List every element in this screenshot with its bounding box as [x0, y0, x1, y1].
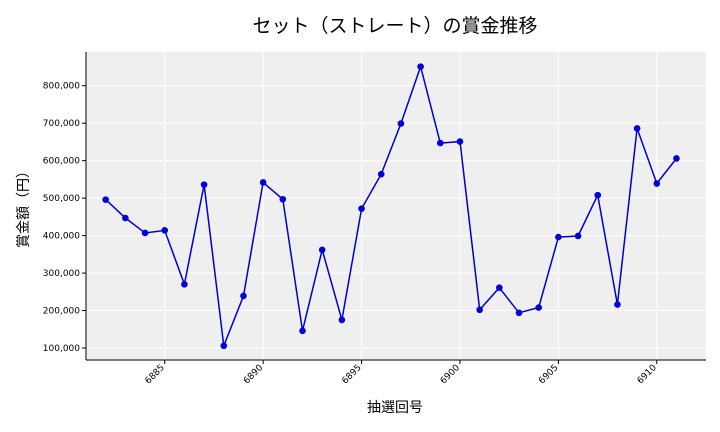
data-point — [259, 179, 267, 186]
y-tick-label: 600,000 — [43, 157, 80, 167]
x-tick-label: 6905 — [537, 363, 560, 386]
data-point — [240, 292, 247, 300]
chart-title: セット（ストレート）の賞金推移 — [252, 15, 537, 37]
data-point — [555, 233, 562, 241]
y-tick-label: 800,000 — [43, 82, 80, 92]
data-points — [102, 63, 680, 350]
x-tick-label: 6890 — [242, 363, 265, 386]
y-tick-label: 700,000 — [43, 119, 80, 129]
data-point — [299, 327, 306, 335]
x-tick-label: 6900 — [439, 363, 462, 386]
data-point — [377, 170, 385, 178]
data-point — [673, 155, 680, 162]
y-axis-ticks: 100,000 200,000 300,000 400,000 500,000 600,0… — [43, 82, 86, 354]
x-axis-label: 抽選回号 — [367, 400, 423, 416]
data-point — [161, 227, 169, 234]
data-point — [141, 229, 149, 237]
data-point — [318, 246, 326, 254]
data-point — [397, 120, 405, 127]
data-point — [574, 232, 582, 240]
y-tick-label: 500,000 — [43, 194, 80, 204]
x-tick-label: 6885 — [144, 363, 167, 386]
data-point — [436, 139, 444, 147]
plot-area — [86, 52, 706, 360]
y-tick-label: 100,000 — [43, 344, 80, 354]
data-point — [614, 301, 621, 308]
data-point — [338, 316, 346, 324]
data-point — [515, 309, 523, 317]
data-point — [633, 125, 641, 132]
data-point — [200, 181, 208, 188]
data-point — [476, 306, 483, 314]
data-point — [417, 63, 424, 70]
data-point — [496, 284, 503, 291]
x-tick-label: 6910 — [636, 363, 659, 386]
x-tick-label: 6895 — [340, 363, 363, 386]
data-point — [594, 191, 602, 199]
data-point — [535, 304, 542, 311]
data-point — [102, 196, 109, 203]
data-point — [220, 342, 228, 350]
data-point — [653, 180, 661, 187]
data-point — [181, 281, 188, 288]
y-tick-label: 400,000 — [43, 232, 80, 242]
series-line — [105, 64, 678, 347]
grid — [86, 52, 706, 360]
y-tick-label: 300,000 — [43, 269, 80, 279]
data-point — [122, 214, 129, 222]
y-tick-label: 200,000 — [43, 307, 80, 317]
data-point — [456, 138, 464, 145]
x-axis-ticks: 6885 6890 6895 6900 6905 6910 — [144, 360, 659, 386]
y-axis-label: 賞金額（円） — [16, 164, 32, 248]
axes — [85, 52, 706, 361]
data-point — [358, 205, 365, 212]
data-point — [279, 195, 287, 203]
